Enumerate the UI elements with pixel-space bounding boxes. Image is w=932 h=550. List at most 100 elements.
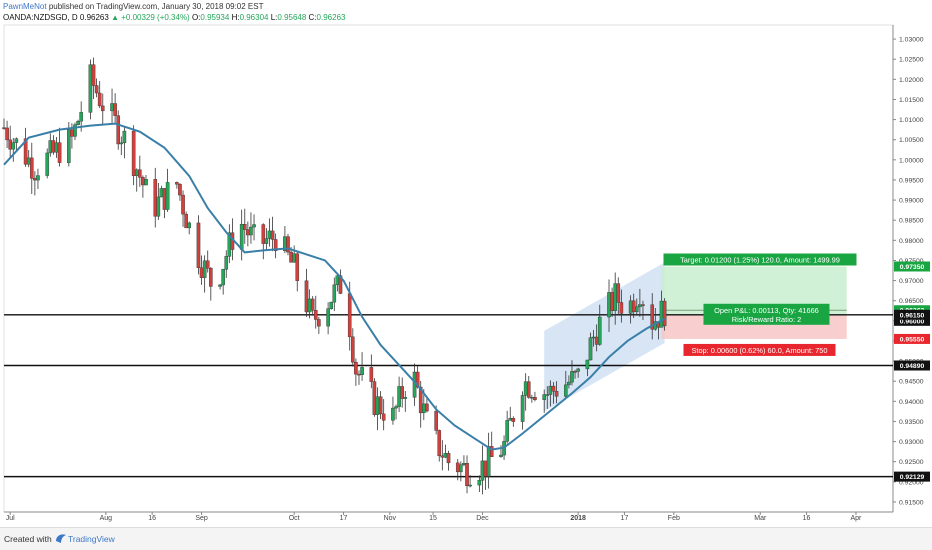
candle [110, 103, 114, 112]
candle [209, 268, 213, 287]
candle [14, 138, 19, 143]
candle [662, 300, 667, 327]
price-change: +0.00329 (+0.34%) [121, 13, 190, 22]
candle [304, 280, 309, 313]
candle [594, 336, 599, 345]
candle [326, 308, 330, 327]
price-tick-label: 1.02000 [899, 77, 924, 84]
candle [218, 284, 222, 287]
candle [73, 124, 77, 137]
candle [33, 178, 37, 181]
candle [638, 304, 642, 308]
candle [94, 85, 99, 94]
price-tick-label: 0.92500 [899, 459, 924, 466]
candle [391, 407, 395, 421]
tradingview-brand[interactable]: TradingView [68, 534, 115, 544]
candle [597, 316, 602, 345]
candle [252, 224, 256, 228]
price-tick-label: 0.99500 [899, 177, 924, 184]
time-tick-label: Sep [195, 515, 208, 522]
candle [11, 142, 16, 150]
stop-label-box [683, 343, 836, 356]
candle [462, 463, 466, 466]
candle [554, 390, 559, 397]
candle [375, 396, 380, 415]
price-marker: 0.97350 [894, 261, 930, 272]
candle [242, 224, 247, 230]
target-label-box [663, 253, 857, 266]
price-tick-label: 0.98000 [899, 238, 924, 245]
candle [261, 224, 266, 244]
price-marker-box [894, 309, 930, 320]
candle [468, 484, 472, 487]
candle [434, 410, 438, 431]
time-tick-label: 17 [340, 515, 348, 522]
candle [205, 260, 210, 269]
candle [573, 371, 577, 373]
candle [372, 381, 377, 415]
parallel-channel [544, 262, 665, 412]
price-tick-label: 0.97500 [899, 258, 924, 265]
candle [26, 157, 31, 165]
publish-info: PawnMeNot published on TradingView.com, … [3, 2, 263, 11]
candle [347, 293, 352, 338]
candle [548, 385, 553, 395]
price-marker-box [894, 360, 930, 371]
price-marker-label: 0.92129 [900, 474, 925, 481]
candle [511, 418, 516, 422]
candle [480, 460, 485, 481]
price-tick-label: 1.00500 [899, 137, 924, 144]
price-tick-label: 1.03000 [899, 37, 924, 44]
candle [338, 275, 343, 294]
price-chart[interactable]: 0.91500 0.92000 0.92500 0.93000 0.93500 0.940… [0, 24, 932, 528]
price-tick-label: 0.97000 [899, 278, 924, 285]
candle [526, 381, 531, 398]
candle [178, 183, 182, 196]
candle [119, 142, 124, 145]
price-marker: 0.92129 [894, 471, 930, 482]
candle [455, 462, 460, 473]
time-tick-label: 15 [429, 515, 437, 522]
candle [634, 306, 639, 313]
candle [489, 446, 494, 457]
candle [422, 403, 426, 414]
author-link[interactable]: PawnMeNot [3, 2, 47, 11]
candle [378, 396, 383, 415]
candle [659, 300, 664, 328]
candle [153, 179, 158, 217]
candle [397, 386, 401, 407]
candle [165, 182, 170, 210]
candle [29, 157, 34, 179]
risk-reward-text: Risk/Reward Ratio: 2 [732, 315, 801, 324]
candle [610, 292, 614, 311]
price-marker-box [894, 261, 930, 272]
candle [570, 371, 574, 383]
candle [8, 139, 12, 150]
candle [616, 283, 621, 303]
publish-date: published on TradingView.com, January 30… [48, 2, 264, 11]
pnl-text: Open P&L: 0.00113, Qty: 41666 [714, 306, 819, 315]
price-marker-label: 0.96150 [900, 312, 925, 319]
price-tick-label: 1.02500 [899, 57, 924, 64]
candle [567, 381, 571, 386]
candle [533, 396, 537, 400]
candle [307, 298, 312, 313]
time-tick-label: Jul [6, 515, 15, 522]
open-value: 0.95934 [200, 13, 230, 22]
candle [443, 453, 448, 458]
candle [267, 230, 272, 239]
candle [332, 284, 337, 303]
candle [79, 112, 83, 122]
time-tick-label: Oct [289, 515, 300, 522]
price-marker-box [894, 471, 930, 482]
candle [588, 337, 593, 361]
candle [551, 385, 556, 392]
time-tick-label: 16 [803, 515, 811, 522]
candle [576, 368, 580, 372]
candle [650, 304, 655, 330]
candle [425, 403, 429, 412]
candle [613, 283, 617, 311]
price-marker: 0.95550 [894, 333, 930, 344]
candle [477, 480, 482, 486]
candle [295, 253, 300, 281]
